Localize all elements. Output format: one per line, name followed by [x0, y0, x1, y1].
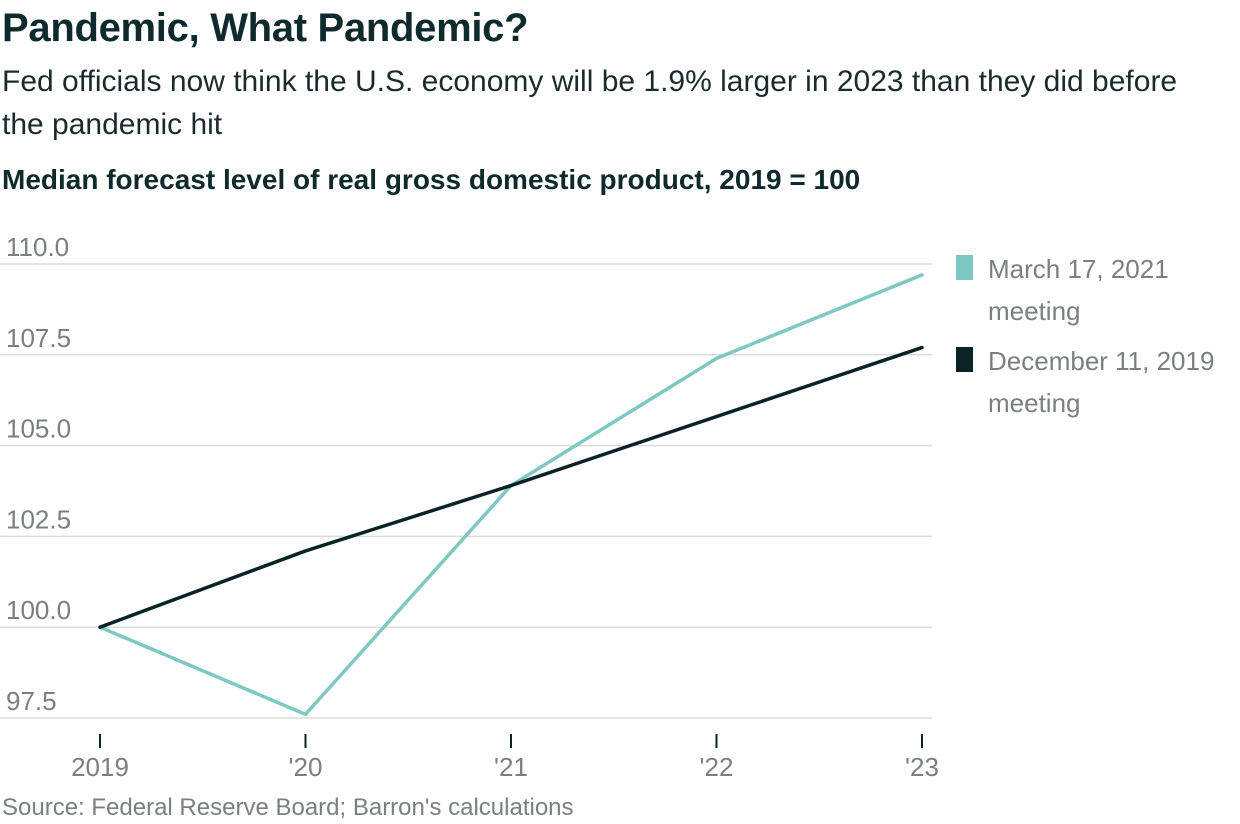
- y-axis-ticks: 110.0 107.5 105.0 102.5 100.0 97.5: [6, 232, 71, 716]
- x-tick-label: '23: [905, 752, 939, 782]
- legend-swatch-march-2021: [956, 255, 973, 280]
- y-tick-label: 110.0: [6, 232, 69, 262]
- x-tick-label: '20: [289, 752, 323, 782]
- legend-label-march-2021: March 17, 2021 meeting: [988, 254, 1169, 326]
- y-tick-label: 97.5: [6, 686, 57, 716]
- series-lines: [98, 273, 924, 717]
- x-axis-ticks: 2019 '20 '21 '22 '23: [71, 734, 939, 782]
- x-tick-label: '22: [700, 752, 734, 782]
- legend: March 17, 2021 meeting December 11, 2019…: [956, 248, 1236, 432]
- legend-label-december-2019: December 11, 2019 meeting: [988, 346, 1215, 418]
- legend-swatch-december-2019: [956, 347, 973, 372]
- series-line-december-2019: [98, 345, 924, 629]
- x-tick-label: 2019: [71, 752, 129, 782]
- legend-item-december-2019: December 11, 2019 meeting: [956, 340, 1236, 424]
- y-tick-label: 102.5: [6, 504, 71, 534]
- chart-measure-label: Median forecast level of real gross dome…: [2, 164, 861, 195]
- legend-item-march-2021: March 17, 2021 meeting: [956, 248, 1236, 332]
- source-note: Source: Federal Reserve Board; Barron's …: [2, 794, 574, 821]
- chart-title: Pandemic, What Pandemic?: [2, 6, 529, 50]
- series-line-march-2021: [98, 273, 924, 717]
- gridlines: [0, 263, 932, 719]
- y-tick-label: 100.0: [6, 595, 71, 625]
- y-tick-label: 105.0: [6, 414, 71, 444]
- y-tick-label: 107.5: [6, 323, 71, 353]
- x-tick-label: '21: [494, 752, 528, 782]
- chart-subtitle: Fed officials now think the U.S. economy…: [2, 65, 1178, 141]
